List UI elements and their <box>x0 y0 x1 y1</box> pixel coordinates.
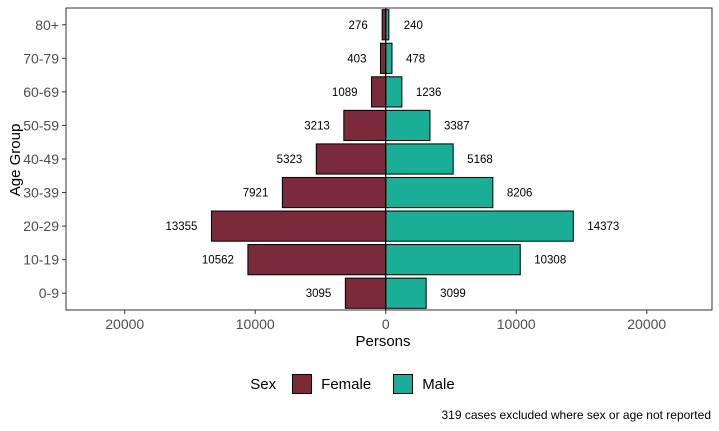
legend-title: Sex <box>250 375 277 393</box>
caption-note: 319 cases excluded where sex or age not … <box>441 408 711 422</box>
x-tick-label-4: 20000 <box>627 316 666 332</box>
bar-male-50-59 <box>385 109 431 142</box>
legend-label-male: Male <box>422 375 455 393</box>
y-tick-label-10-19: 10-19 <box>23 252 59 268</box>
value-label-female-0-9: 3095 <box>306 288 332 300</box>
value-label-male-30-39: 8206 <box>507 188 533 200</box>
bar-female-0-9 <box>344 277 387 309</box>
value-label-female-20-29: 13355 <box>165 221 197 233</box>
y-tick-label-20-29: 20-29 <box>23 218 59 234</box>
y-tick-label-60-69: 60-69 <box>23 84 59 100</box>
bar-male-0-9 <box>385 277 427 309</box>
value-labels-group: 3095 3099 10562 10308 13355 14373 7921 8206 5323… <box>165 20 619 300</box>
legend-key-female <box>292 374 313 394</box>
y-tick-label-30-39: 30-39 <box>23 185 59 201</box>
bar-female-50-59 <box>343 109 387 142</box>
bar-male-40-49 <box>385 143 454 175</box>
x-tick-label-2: 0 <box>382 316 390 332</box>
legend-key-male <box>393 374 414 394</box>
legend-item-male: Male <box>393 374 455 394</box>
bar-female-40-49 <box>315 143 387 175</box>
bar-male-30-39 <box>385 176 494 209</box>
bar-male-20-29 <box>385 210 574 242</box>
bar-male-10-19 <box>385 244 521 276</box>
bar-male-70-79 <box>385 42 393 74</box>
y-axis-ticks: 0-9 10-19 20-29 30-39 40-49 50-59 60-69 70-79 80… <box>23 17 66 301</box>
bar-female-60-69 <box>371 76 387 108</box>
y-tick-label-80+: 80+ <box>35 17 59 33</box>
x-tick-label-3: 10000 <box>497 316 536 332</box>
bars-group <box>210 9 574 309</box>
bar-male-60-69 <box>385 76 403 108</box>
x-axis-title: Persons <box>355 333 410 350</box>
value-label-male-50-59: 3387 <box>444 120 470 132</box>
bar-female-20-29 <box>210 210 387 242</box>
legend-item-female: Female <box>292 374 371 394</box>
value-label-female-40-49: 5323 <box>277 154 303 166</box>
value-label-male-70-79: 478 <box>406 53 425 65</box>
bar-female-30-39 <box>281 176 387 209</box>
x-tick-label-0: 20000 <box>105 316 144 332</box>
value-label-male-10-19: 10308 <box>534 255 566 267</box>
y-tick-label-0-9: 0-9 <box>39 285 59 301</box>
y-axis-title: Age Group <box>7 124 24 197</box>
value-label-female-10-19: 10562 <box>202 255 234 267</box>
y-tick-label-70-79: 70-79 <box>23 50 59 66</box>
value-label-female-50-59: 3213 <box>304 120 330 132</box>
value-label-male-60-69: 1236 <box>416 87 442 99</box>
value-label-female-70-79: 403 <box>347 53 366 65</box>
value-label-male-20-29: 14373 <box>587 221 619 233</box>
x-tick-label-1: 10000 <box>236 316 275 332</box>
legend: Sex Female Male <box>0 370 719 398</box>
value-label-male-80+: 240 <box>404 20 423 32</box>
bar-female-70-79 <box>379 42 387 74</box>
y-tick-label-50-59: 50-59 <box>23 117 59 133</box>
y-tick-label-40-49: 40-49 <box>23 151 59 167</box>
value-label-male-0-9: 3099 <box>440 288 466 300</box>
legend-label-female: Female <box>321 375 372 393</box>
value-label-female-60-69: 1089 <box>332 87 358 99</box>
value-label-female-30-39: 7921 <box>243 188 269 200</box>
value-label-male-40-49: 5168 <box>467 154 493 166</box>
value-label-female-80+: 276 <box>349 20 368 32</box>
x-axis-ticks: 20000 10000 0 10000 20000 <box>105 310 666 332</box>
bar-female-10-19 <box>247 244 387 276</box>
